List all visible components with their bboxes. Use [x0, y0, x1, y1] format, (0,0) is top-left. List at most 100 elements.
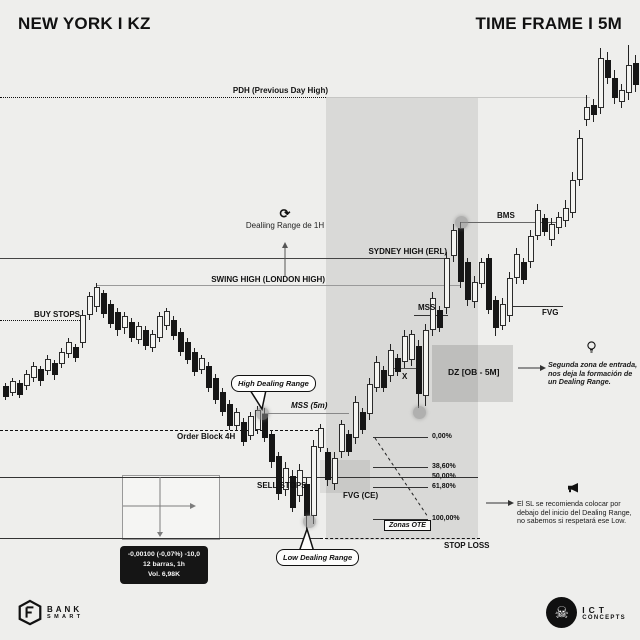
line-x-level	[389, 368, 421, 369]
candle	[388, 350, 394, 376]
candle	[430, 298, 436, 330]
entry-note-arrow-head	[540, 365, 546, 371]
ob-mitigation-anchor	[412, 405, 426, 419]
candle	[80, 315, 86, 343]
candle	[227, 404, 233, 426]
label-bms: BMS	[497, 211, 515, 220]
label-sydney-high: SYDNEY HIGH (ERL)	[368, 247, 447, 256]
entry-note-line: Segunda zona de entrada,	[548, 360, 638, 369]
candle	[24, 374, 30, 386]
candle	[10, 381, 16, 393]
candle	[311, 446, 317, 516]
label-fvg: FVG	[542, 308, 559, 317]
candle	[535, 210, 541, 236]
candle	[150, 334, 156, 348]
line-stop-loss-solid	[0, 538, 320, 539]
fvg-ce-label: FVG (CE)	[343, 491, 379, 500]
ict-logo-subtext: CONCEPTS	[582, 614, 626, 621]
sl-note-line: debajo del inicio del Dealing Range,	[517, 507, 632, 517]
candle	[507, 278, 513, 316]
candle	[612, 78, 618, 98]
high-dealing-range-bubble: High Dealing Range	[231, 375, 316, 392]
candle	[3, 386, 9, 397]
measure-tooltip: -0,00100 (-0,07%) -10,0 12 barras, 1h Vo…	[120, 546, 208, 584]
ict-logo-text: ICT	[582, 604, 608, 615]
line-order-block-4h	[0, 430, 318, 431]
candle	[423, 330, 429, 396]
candle	[59, 352, 65, 364]
candle	[472, 282, 478, 302]
candle	[269, 434, 275, 462]
ict-emblem-icon: ☠	[546, 597, 578, 628]
candle	[458, 228, 464, 282]
timeframe-title: TIME FRAME I 5M	[475, 14, 622, 33]
zone-measure-rect	[122, 475, 220, 540]
fib-line-38,60%	[373, 467, 428, 468]
candle	[213, 378, 219, 400]
bms-anchor	[454, 215, 468, 229]
session-title: NEW YORK I KZ	[18, 14, 151, 33]
candle	[66, 342, 72, 354]
candle	[451, 230, 457, 256]
candle	[584, 107, 590, 120]
tooltip-bars-duration: 12 barras, 1h	[143, 561, 185, 568]
high-dealing-range-anchor	[255, 406, 269, 420]
candle	[143, 330, 149, 346]
candle	[549, 224, 555, 240]
candle	[136, 326, 142, 340]
candle	[367, 384, 373, 414]
label-pdh: PDH (Previous Day High)	[232, 86, 328, 95]
candle	[591, 105, 597, 115]
label-mss-5m: MSS (5m)	[291, 401, 328, 410]
candle	[339, 424, 345, 452]
candle	[73, 347, 79, 358]
label-stop-loss-dashed: STOP LOSS	[444, 541, 490, 550]
line-pdh	[0, 97, 326, 98]
zone-ny-killzone-band	[326, 97, 478, 540]
line-pdh-extension	[326, 97, 590, 98]
entry-note-line: un Dealing Range.	[548, 377, 611, 387]
candle	[332, 458, 338, 484]
candle	[619, 90, 625, 102]
candle	[556, 217, 562, 228]
measure-h-arrow-head	[190, 503, 196, 509]
candle	[31, 366, 37, 378]
measure-v-arrow-head	[157, 532, 163, 537]
entry-note: Segunda zona de entrada, nos deja la for…	[548, 341, 638, 387]
candle	[402, 336, 408, 362]
candle	[479, 262, 485, 284]
candle	[409, 334, 415, 360]
fib-label-50,00%: 50,00%	[432, 473, 456, 480]
candle	[521, 262, 527, 280]
candle	[38, 369, 44, 381]
label-order-block-4h: Order Block 4H	[177, 432, 236, 441]
candle	[122, 316, 128, 328]
label-buy-stops: BUY STOPS	[34, 310, 80, 319]
fib-line-0,00%	[373, 437, 428, 438]
line-sell-stops	[0, 477, 478, 478]
candle	[108, 304, 114, 324]
candle	[325, 452, 331, 480]
line-sydney-high	[0, 258, 447, 259]
sl-note-line: El SL se recomienda colocar por	[517, 499, 621, 508]
line-mss-5m	[262, 413, 349, 414]
candle	[171, 320, 177, 336]
candle	[101, 293, 107, 314]
entry-note-line: nos deja la formación de	[548, 368, 633, 378]
candle	[437, 310, 443, 328]
candle	[94, 287, 100, 307]
candle	[220, 392, 226, 412]
candle	[234, 412, 240, 426]
fib-line-50,00%	[373, 477, 428, 478]
low-dealing-range-anchor	[302, 514, 316, 528]
candle	[633, 63, 639, 85]
label-mss: MSS	[418, 303, 436, 312]
candle	[87, 296, 93, 315]
line-stop-loss-dashed	[320, 538, 480, 539]
candle	[129, 322, 135, 338]
candle	[45, 359, 51, 371]
fib-line-61,80%	[373, 487, 428, 488]
bank-smart-hexagon-icon	[18, 599, 42, 626]
sl-note: El SL se recomienda colocar por debajo d…	[517, 480, 632, 526]
candle	[115, 312, 121, 330]
